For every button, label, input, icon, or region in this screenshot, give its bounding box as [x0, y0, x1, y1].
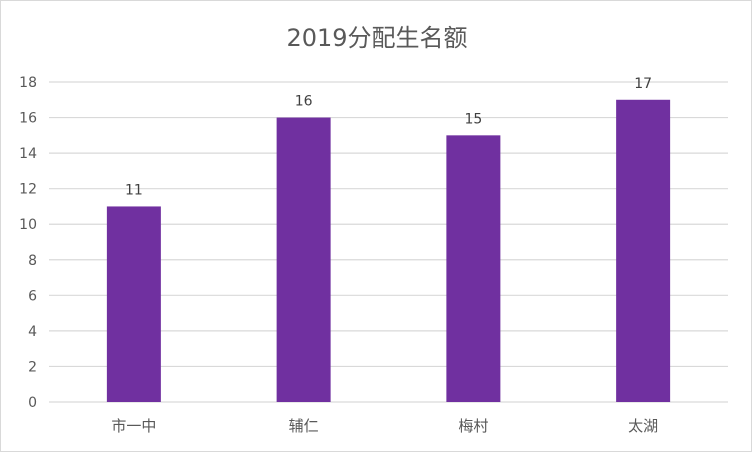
y-tick-label: 0	[28, 395, 37, 411]
y-axis: 0 2 4 6 8 10 12 14 16 18	[19, 75, 37, 411]
x-axis: 市一中 辅仁 梅村 太湖	[111, 417, 658, 435]
gridlines	[49, 81, 728, 403]
chart-title: 2019分配生名额	[286, 24, 467, 52]
data-label: 16	[295, 94, 313, 110]
y-tick-label: 12	[19, 182, 37, 198]
y-tick-label: 4	[28, 324, 37, 340]
y-tick-label: 14	[19, 146, 37, 162]
bar	[446, 135, 501, 403]
x-tick-label: 太湖	[628, 417, 658, 435]
x-tick-label: 梅村	[458, 417, 488, 435]
bar	[276, 117, 331, 403]
y-tick-label: 18	[19, 75, 37, 91]
y-tick-label: 6	[28, 288, 37, 304]
x-tick-label: 辅仁	[289, 417, 319, 435]
y-tick-label: 10	[19, 217, 37, 233]
y-tick-label: 16	[19, 111, 37, 127]
y-tick-label: 2	[28, 359, 37, 375]
data-label: 17	[634, 76, 652, 92]
y-tick-label: 8	[28, 253, 37, 269]
data-label: 11	[125, 182, 143, 198]
bar	[106, 206, 161, 402]
bar	[616, 99, 671, 403]
data-label: 15	[464, 111, 482, 127]
data-labels: 11 16 15 17	[125, 76, 652, 199]
x-tick-label: 市一中	[111, 417, 156, 435]
bars	[106, 99, 671, 403]
